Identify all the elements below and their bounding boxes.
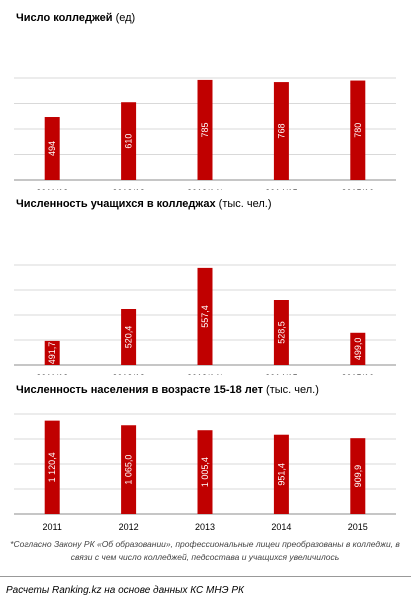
x-tick-label: 2011 [43, 522, 62, 532]
x-tick-label: 2012/13 [112, 373, 145, 375]
x-tick-label: 2015/16 [342, 373, 375, 375]
bar [350, 332, 366, 365]
x-tick-label: 2015 [348, 522, 368, 532]
bar [350, 80, 366, 180]
x-tick-label: 2012 [119, 522, 139, 532]
chart-2-title-text: Численность учащихся в колледжах [16, 198, 216, 210]
x-tick-label: 2011/12 [36, 188, 68, 190]
bar [273, 434, 289, 514]
bar [273, 300, 289, 365]
chart-1-plot: 494 2011/12 610 2012/13 785 2013/14* 768 2014/1… [14, 77, 396, 190]
data-label: 1 120,4 [47, 452, 57, 482]
chart-2-plot: 491,7 2011/12 520,4 2012/13 557,4 2013/14* 528… [14, 264, 396, 375]
chart-1-title-text: Число колледжей [16, 12, 113, 24]
x-tick-label: 2014/15 [265, 373, 298, 375]
chart-2-unit: (тыс. чел.) [218, 198, 272, 210]
bar [197, 430, 213, 514]
bar [121, 309, 137, 365]
data-label: 1 065,0 [124, 455, 134, 485]
x-tick-label: 2013 [195, 522, 215, 532]
data-label: 520,4 [124, 326, 134, 349]
chart-1-title: Число колледжей (ед) [16, 12, 135, 24]
footnote: *Согласно Закону РК «Об образовании», пр… [10, 539, 400, 562]
x-tick-label: 2014 [271, 522, 291, 532]
bar [197, 267, 213, 365]
chart-3-title-text: Численность населения в возрасте 15-18 л… [16, 384, 263, 396]
data-label: 557,4 [200, 305, 210, 328]
bar [44, 340, 60, 365]
x-tick-label: 2013/14* [187, 373, 224, 375]
data-label: 528,5 [276, 321, 286, 344]
x-tick-label: 2015/16 [342, 188, 375, 190]
data-label: 785 [200, 122, 210, 137]
data-label: 491,7 [47, 342, 57, 365]
bar [350, 438, 366, 514]
footnote-divider [0, 576, 411, 577]
data-label: 1 005,4 [200, 457, 210, 487]
data-label: 610 [124, 134, 134, 149]
data-label: 768 [276, 124, 286, 139]
x-tick-label: 2012/13 [112, 188, 145, 190]
bar [121, 425, 137, 514]
x-tick-label: 2011/12 [36, 373, 68, 375]
x-tick-label: 2013/14* [187, 188, 224, 190]
bar [197, 79, 213, 180]
data-label: 780 [353, 123, 363, 138]
chart-3-unit: (тыс. чел.) [266, 384, 319, 396]
bar [44, 420, 60, 514]
chart-3-title: Численность населения в возрасте 15-18 л… [16, 384, 319, 396]
x-tick-label: 2014/15 [265, 188, 298, 190]
data-label: 909,9 [353, 465, 363, 488]
bar [44, 117, 60, 180]
chart-3-plot: 1 120,4 2011 1 065,0 2012 1 005,4 2013 951,4 20… [14, 413, 396, 532]
chart-2-title: Численность учащихся в колледжах (тыс. ч… [16, 198, 272, 210]
data-label: 494 [47, 141, 57, 156]
source-note: Расчеты Ranking.kz на основе данных КС М… [6, 585, 244, 596]
chart-1-unit: (ед) [115, 12, 136, 24]
data-label: 951,4 [276, 463, 286, 486]
bar [273, 82, 289, 180]
data-label: 499,0 [353, 338, 363, 361]
bar [121, 102, 137, 180]
